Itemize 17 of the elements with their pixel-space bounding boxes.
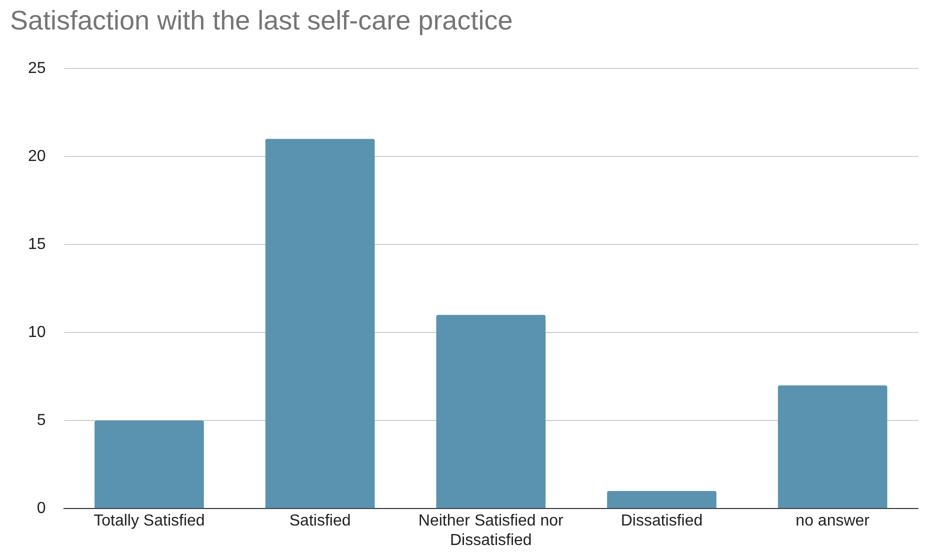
bar bbox=[94, 420, 204, 508]
y-tick-label: 15 bbox=[28, 236, 46, 253]
chart-title: Satisfaction with the last self-care practice bbox=[10, 6, 513, 36]
y-tick-label: 20 bbox=[28, 148, 46, 165]
x-tick-label: Satisfied bbox=[289, 512, 351, 530]
x-tick-label: Totally Satisfied bbox=[94, 512, 205, 530]
y-tick-label: 10 bbox=[28, 324, 46, 341]
x-tick-label: Neither Satisfied nor Dissatisfied bbox=[418, 512, 564, 549]
x-tick-label: Dissatisfied bbox=[620, 512, 703, 530]
x-tick-label: no answer bbox=[796, 512, 870, 530]
y-tick-label: 25 bbox=[28, 60, 46, 77]
bar bbox=[607, 490, 716, 508]
y-tick-label: 5 bbox=[36, 412, 46, 429]
bar bbox=[778, 385, 888, 508]
bar bbox=[436, 314, 546, 508]
bar bbox=[265, 138, 375, 508]
y-tick-label: 0 bbox=[36, 500, 46, 518]
